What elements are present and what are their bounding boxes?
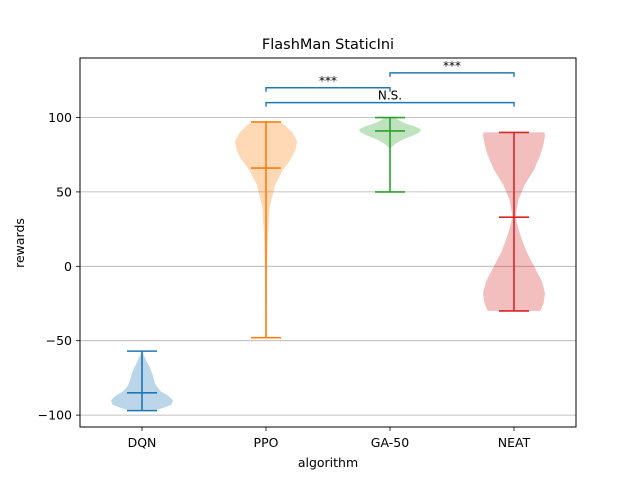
significance-bracket: [265, 87, 391, 92]
x-tick-label: PPO: [254, 435, 279, 450]
plot-frame: [79, 57, 577, 428]
y-axis: 100 50 0 −50 −100: [38, 110, 80, 423]
significance-label: ***: [319, 74, 337, 88]
y-tick-label: −100: [38, 408, 72, 423]
significance-label: N.S.: [378, 89, 402, 103]
y-tick-label: 100: [48, 110, 72, 125]
significance-bracket: [265, 101, 515, 107]
significance-brackets: *** *** N.S.: [265, 59, 515, 107]
y-tick-label: 0: [64, 259, 72, 274]
grid-lines: [80, 117, 576, 416]
significance-label: ***: [443, 59, 461, 73]
x-axis: DQN PPO GA-50 NEAT: [128, 427, 531, 450]
y-tick-label: 50: [56, 184, 72, 199]
x-tick-label: GA-50: [371, 435, 409, 450]
chart-title: FlashMan StaticIni: [262, 37, 394, 53]
x-tick-label: NEAT: [498, 435, 531, 450]
y-axis-label: rewards: [12, 218, 27, 268]
significance-bracket: [389, 72, 515, 77]
violins: [111, 116, 545, 412]
x-tick-label: DQN: [128, 435, 157, 450]
x-axis-label: algorithm: [298, 455, 358, 470]
y-tick-label: −50: [46, 333, 72, 348]
